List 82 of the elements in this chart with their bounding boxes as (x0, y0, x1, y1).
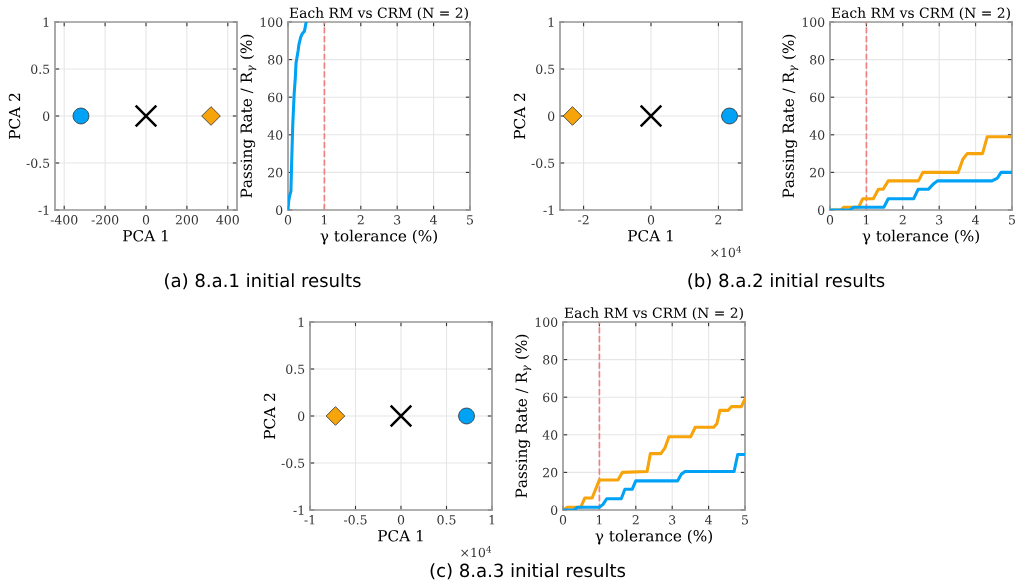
y-tick-label: 40 (542, 430, 558, 440)
x-tick-label: 2 (632, 515, 639, 525)
x-axis-title: PCA 1 (378, 530, 423, 542)
text: ×10$^{4}$ (711, 245, 742, 258)
x-tick-label: -0.5 (344, 515, 367, 525)
x-tick-label: 3 (669, 515, 676, 525)
y-tick-label: 0 (818, 205, 825, 215)
y-axis-title: PCA 2 (263, 393, 276, 439)
x-tick-label: 5 (467, 215, 474, 225)
x-tick-label: 2 (357, 215, 364, 225)
x-tick-label: 0 (559, 515, 567, 525)
y-tick-label: 20 (268, 167, 283, 178)
y-tick-label: -0.5 (531, 158, 555, 168)
x-tick-label: 3 (936, 215, 943, 225)
x-tick-label: 200 (175, 215, 198, 225)
x-tick-label: -2 (578, 215, 589, 225)
y-tick-label: 1 (43, 17, 49, 27)
y-tick-label: 100 (802, 17, 825, 27)
y-tick-label: -0.5 (281, 458, 305, 468)
y-axis-title: PCA 2 (8, 93, 21, 139)
x-axis-title: PCA 1 (628, 230, 673, 242)
y-tick-label: 60 (543, 392, 558, 403)
y-tick-label: 40 (267, 130, 283, 140)
x-tick-label: 1 (489, 515, 495, 525)
y-tick-label: 0 (548, 111, 555, 121)
y-axis-title: Passing Rate / R$_{γ}$ (%) (782, 34, 799, 198)
y-axis-title: Passing Rate / R$_{γ}$ (%) (515, 334, 532, 498)
y-tick-label: -1 (543, 205, 554, 215)
y-tick-label: -1 (38, 205, 49, 215)
y-tick-label: 80 (810, 55, 825, 65)
y-tick-label: 100 (260, 17, 283, 27)
y-tick-label: -0.5 (26, 158, 50, 168)
x-tick-label: -400 (50, 215, 78, 225)
y-tick-label: 80 (543, 355, 558, 365)
x-tick-label: 400 (216, 215, 239, 225)
x-tick-label: 4 (430, 215, 437, 225)
y-tick-label: 40 (809, 130, 825, 140)
x-tick-label: 5 (742, 515, 749, 525)
x-axis-title: γ tolerance (%) (595, 529, 712, 545)
y-tick-label: 0 (43, 111, 50, 121)
y-tick-label: 80 (268, 55, 283, 65)
x-tick-label: 0 (397, 515, 405, 525)
y-tick-label: -1 (293, 505, 304, 515)
y-tick-label: 0.5 (536, 64, 555, 74)
x-tick-label: 2 (715, 215, 722, 225)
x-tick-label: 1 (596, 515, 602, 525)
text: ×10$^{4}$ (461, 545, 492, 558)
x-tick-label: 0 (142, 215, 150, 225)
x-tick-label: 0 (647, 215, 655, 225)
x-tick-label: 4 (972, 215, 979, 225)
text: (a) 8.a.1 initial results (165, 273, 361, 290)
y-tick-label: 1 (298, 317, 304, 327)
x-tick-label: 4 (705, 515, 712, 525)
x-tick-label: 1 (321, 215, 327, 225)
x-tick-label: 1 (863, 215, 869, 225)
y-tick-label: 60 (268, 92, 283, 103)
x-tick-label: -200 (91, 215, 119, 225)
y-tick-label: 0 (298, 411, 305, 421)
chart-title: Each RM vs CRM (N = 2) (564, 307, 743, 320)
chart-title: Each RM vs CRM (N = 2) (831, 7, 1010, 20)
y-axis-title: Passing Rate / R$_{γ}$ (%) (240, 34, 257, 198)
x-tick-label: 3 (394, 215, 401, 225)
y-tick-label: 0 (551, 505, 558, 515)
x-tick-label: 2 (899, 215, 906, 225)
x-axis-title: γ tolerance (%) (862, 229, 979, 245)
y-tick-label: 60 (810, 92, 825, 103)
x-tick-label: 0.5 (437, 515, 456, 525)
y-tick-label: 0.5 (31, 64, 50, 74)
y-tick-label: 100 (535, 317, 558, 327)
y-axis-title: PCA 2 (513, 93, 526, 139)
y-tick-label: 20 (810, 167, 825, 178)
y-tick-label: 0 (276, 205, 283, 215)
text: (c) 8.a.3 initial results (430, 563, 626, 580)
chart-title: Each RM vs CRM (N = 2) (289, 7, 468, 20)
x-axis-title: γ tolerance (%) (320, 229, 437, 245)
text: (b) 8.a.2 initial results (688, 273, 885, 290)
x-tick-label: 0 (826, 215, 834, 225)
y-tick-label: 0.5 (286, 364, 305, 374)
y-tick-label: 20 (543, 467, 558, 478)
x-tick-label: 5 (1009, 215, 1016, 225)
y-tick-label: 1 (548, 17, 554, 27)
x-axis-title: PCA 1 (123, 230, 168, 242)
